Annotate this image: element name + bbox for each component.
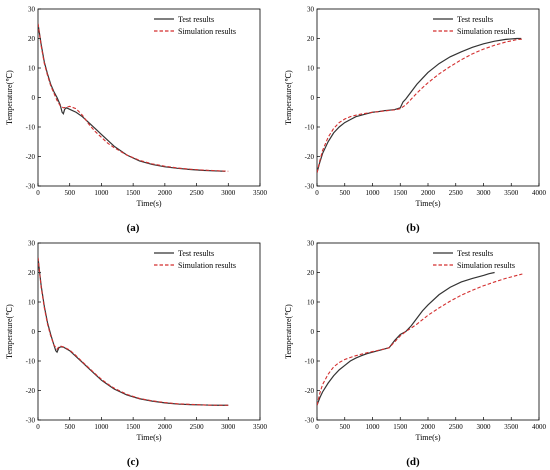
x-axis-label: Time(s): [136, 199, 161, 208]
panel-label: (d): [406, 456, 420, 468]
legend-label: Simulation results: [457, 27, 515, 36]
panel-label: (c): [127, 456, 140, 468]
x-tick-label: 1000: [94, 189, 109, 197]
x-tick-label: 1500: [126, 423, 141, 431]
legend-label: Simulation results: [178, 261, 236, 270]
legend-label: Test results: [457, 15, 493, 24]
x-tick-label: 2500: [449, 189, 464, 197]
y-axis-label: Temperature(℃): [5, 304, 14, 359]
y-axis-label: Temperature(℃): [284, 70, 293, 125]
x-tick-label: 2000: [158, 189, 173, 197]
y-tick-label: -30: [26, 183, 36, 191]
x-tick-label: 1500: [393, 189, 408, 197]
y-tick-label: -10: [26, 124, 36, 132]
x-tick-label: 500: [64, 423, 75, 431]
x-tick-label: 1500: [393, 423, 408, 431]
y-tick-label: -30: [305, 183, 315, 191]
x-tick-label: 3000: [477, 189, 492, 197]
legend-label: Test results: [178, 15, 214, 24]
y-tick-label: -10: [26, 358, 36, 366]
y-axis-label: Temperature(℃): [5, 70, 14, 125]
y-tick-label: 20: [307, 35, 315, 43]
panel-label: (a): [127, 222, 140, 234]
x-axis-label: Time(s): [136, 433, 161, 442]
x-tick-label: 500: [340, 423, 351, 431]
y-tick-label: -20: [305, 153, 315, 161]
y-tick-label: 30: [307, 240, 315, 248]
test-results-line: [317, 37, 522, 173]
x-tick-label: 1000: [366, 189, 381, 197]
y-tick-label: 0: [32, 328, 36, 336]
x-tick-label: 2500: [190, 423, 205, 431]
y-tick-label: -10: [305, 358, 315, 366]
y-tick-label: 30: [28, 240, 36, 248]
simulation-results-line: [317, 38, 523, 173]
x-tick-label: 3500: [504, 189, 519, 197]
y-tick-label: 0: [311, 328, 315, 336]
y-tick-label: 10: [28, 299, 36, 307]
legend-label: Test results: [457, 249, 493, 258]
y-tick-label: -30: [26, 417, 36, 425]
x-tick-label: 4000: [532, 189, 547, 197]
x-axis-label: Time(s): [415, 199, 440, 208]
y-tick-label: 0: [311, 94, 315, 102]
x-tick-label: 4000: [532, 423, 547, 431]
x-tick-label: 0: [315, 423, 319, 431]
x-tick-label: 3000: [477, 423, 492, 431]
x-tick-label: 2500: [449, 423, 464, 431]
x-axis-label: Time(s): [415, 433, 440, 442]
x-tick-label: 500: [64, 189, 75, 197]
chart-panel-4: 0 500 1000 1500 2000 2500 3000 3500 4000 -30 -20 -1…: [284, 240, 547, 443]
y-tick-label: 0: [32, 94, 36, 102]
legend-label: Simulation results: [457, 261, 515, 270]
y-tick-label: -10: [305, 124, 315, 132]
y-tick-label: -20: [26, 387, 36, 395]
x-tick-label: 0: [36, 423, 40, 431]
y-tick-label: 20: [28, 35, 36, 43]
legend-label: Simulation results: [178, 27, 236, 36]
test-results-line: [38, 257, 229, 406]
y-tick-label: -20: [305, 387, 315, 395]
x-tick-label: 0: [315, 189, 319, 197]
y-tick-label: -20: [26, 153, 36, 161]
x-tick-label: 500: [340, 189, 351, 197]
x-tick-label: 3000: [221, 423, 236, 431]
x-tick-label: 0: [36, 189, 40, 197]
x-tick-label: 1000: [94, 423, 109, 431]
x-tick-label: 3000: [221, 189, 236, 197]
y-tick-label: 10: [307, 299, 315, 307]
x-tick-label: 3500: [253, 189, 268, 197]
x-tick-label: 1500: [126, 189, 141, 197]
y-tick-label: 20: [28, 269, 36, 277]
x-tick-label: 2000: [421, 423, 436, 431]
y-axis-label: Temperature(℃): [284, 304, 293, 359]
chart-panel-1: 0 500 1000 1500 2000 2500 3000 3500 -30 -20 -10 0 10…: [5, 6, 268, 209]
y-tick-label: 20: [307, 269, 315, 277]
simulation-results-line: [317, 273, 523, 406]
x-tick-label: 3500: [504, 423, 519, 431]
legend-label: Test results: [178, 249, 214, 258]
y-tick-label: 10: [307, 65, 315, 73]
y-tick-label: 10: [28, 65, 36, 73]
x-tick-label: 2500: [190, 189, 205, 197]
x-tick-label: 1000: [366, 423, 381, 431]
panel-label: (b): [406, 222, 420, 234]
y-tick-label: -30: [305, 417, 315, 425]
x-tick-label: 3500: [253, 423, 268, 431]
y-tick-label: 30: [28, 6, 36, 14]
simulation-results-line: [38, 257, 229, 406]
x-tick-label: 2000: [158, 423, 173, 431]
x-tick-label: 2000: [421, 189, 436, 197]
chart-panel-3: 0 500 1000 1500 2000 2500 3000 3500 -30 -20 -10 0 10…: [5, 240, 268, 443]
chart-panel-2: 0 500 1000 1500 2000 2500 3000 3500 4000 -30 -20 -1…: [284, 6, 547, 209]
y-tick-label: 30: [307, 6, 315, 14]
test-results-line: [38, 23, 226, 172]
simulation-results-line: [38, 23, 229, 172]
